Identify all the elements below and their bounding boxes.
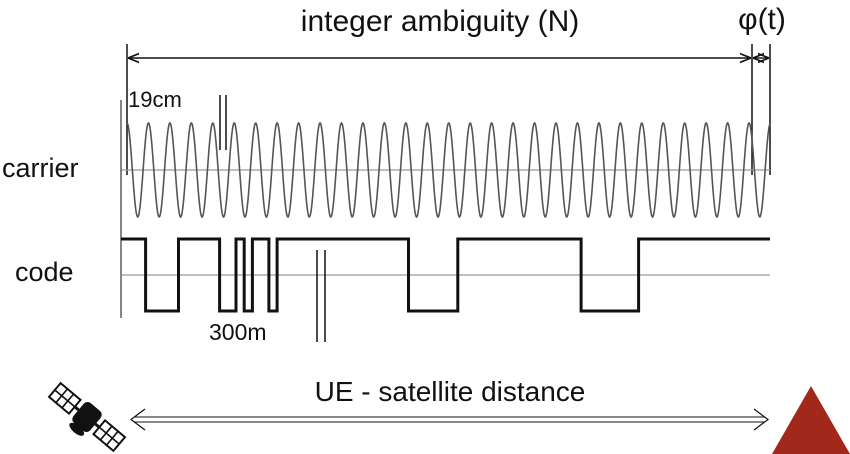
- code-label: code: [15, 257, 74, 287]
- receiver-triangle-icon: [772, 386, 850, 454]
- code-wave: [121, 237, 770, 313]
- distance-arrow: [130, 408, 769, 431]
- diagram-title: integer ambiguity (N): [301, 5, 579, 38]
- phase-label: φ(t): [738, 3, 786, 36]
- carrier-wave: [126, 121, 771, 219]
- chip-length-label: 300m: [209, 319, 267, 345]
- satellite-icon: [47, 381, 127, 453]
- wavelength-label: 19cm: [128, 87, 182, 112]
- carrier-label: carrier: [2, 153, 79, 183]
- distance-label: UE - satellite distance: [315, 376, 586, 407]
